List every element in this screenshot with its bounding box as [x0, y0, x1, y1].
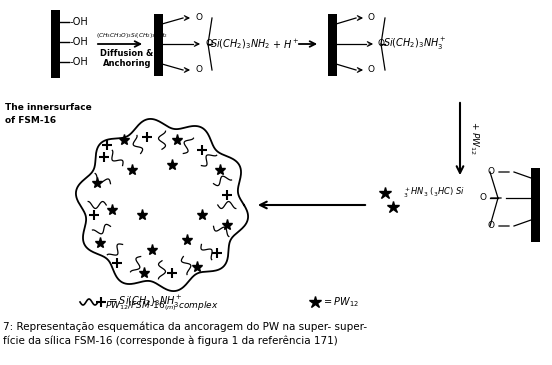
Text: O: O [205, 39, 212, 49]
Text: O: O [195, 14, 202, 23]
Text: $PW_{12}/FSM\text{-}16_{(m)}\ complex$: $PW_{12}/FSM\text{-}16_{(m)}\ complex$ [105, 299, 219, 313]
Bar [50, 10, 60, 78]
Text: $(CH_3CH_2O)_3Si(CH_2)_3NH_2$: $(CH_3CH_2O)_3Si(CH_2)_3NH_2$ [96, 31, 168, 39]
Text: O: O [488, 222, 495, 231]
Text: of FSM-16: of FSM-16 [5, 116, 56, 125]
Text: $Si(CH_2)_3NH_2$: $Si(CH_2)_3NH_2$ [210, 37, 270, 51]
Text: 7: Representação esquemática da ancoragem do PW na super- super-: 7: Representação esquemática da ancorage… [3, 322, 367, 333]
Text: O: O [368, 14, 375, 23]
Text: O: O [195, 65, 202, 74]
Text: -OH: -OH [70, 17, 89, 27]
Bar [153, 14, 162, 76]
Bar [327, 14, 337, 76]
Text: Anchoring: Anchoring [103, 59, 151, 69]
Bar [530, 168, 539, 242]
Text: $= Si(CH_2)_3NH_3^+$: $= Si(CH_2)_3NH_3^+$ [107, 294, 183, 310]
Text: O: O [488, 168, 495, 177]
Text: The innersurface: The innersurface [5, 103, 92, 112]
Text: $+\ H^+$: $+\ H^+$ [272, 38, 300, 50]
Text: $= PW_{12}$: $= PW_{12}$ [322, 295, 359, 309]
Text: O: O [368, 65, 375, 74]
Text: Diffusion &: Diffusion & [100, 50, 153, 58]
Text: $Si(CH_2)_3NH_3^+$: $Si(CH_2)_3NH_3^+$ [383, 36, 447, 52]
Text: fície da sílica FSM-16 (corresponde à figura 1 da referência 171): fície da sílica FSM-16 (corresponde à fi… [3, 335, 338, 346]
Text: -OH: -OH [70, 57, 89, 67]
Text: $+\ PW_{12}$: $+\ PW_{12}$ [468, 121, 480, 155]
Text: $^+_3HN_3\ (_3HC)\ Si$: $^+_3HN_3\ (_3HC)\ Si$ [403, 186, 465, 200]
Text: O: O [480, 193, 487, 203]
Text: O: O [378, 39, 385, 49]
Text: -OH: -OH [70, 37, 89, 47]
